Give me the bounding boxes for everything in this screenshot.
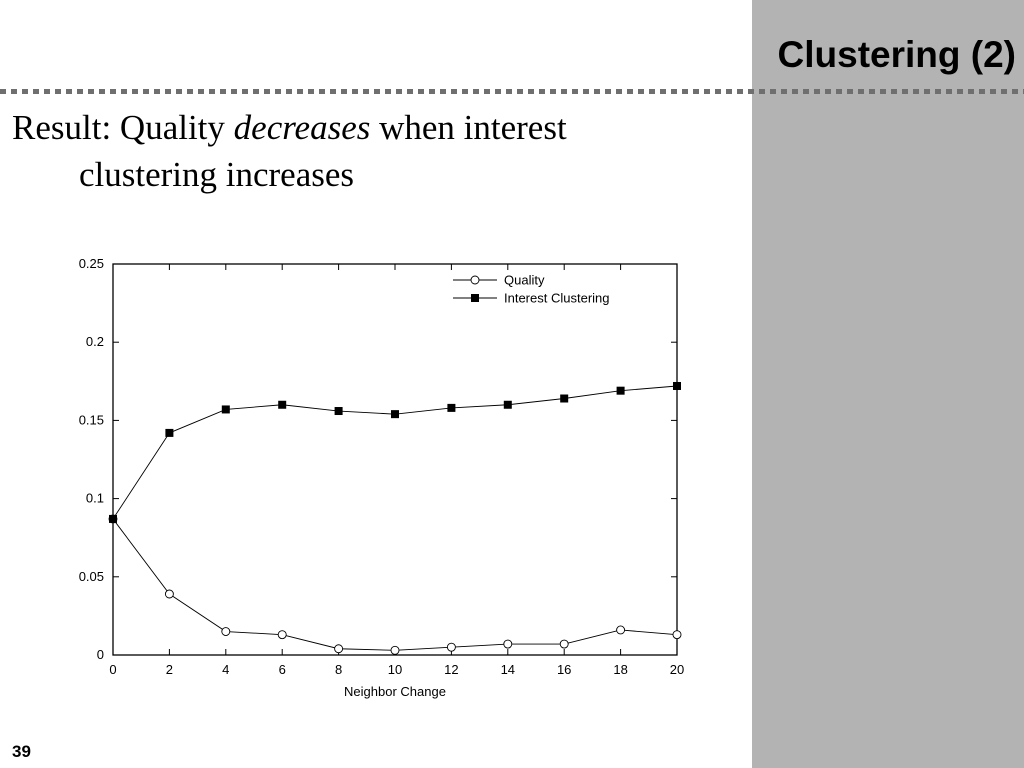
y-tick-label: 0.2 <box>86 334 104 349</box>
x-axis-label: Neighbor Change <box>344 684 446 699</box>
legend-label-quality: Quality <box>504 273 545 288</box>
side-panel <box>752 0 1024 768</box>
y-tick-label: 0.05 <box>79 569 104 584</box>
interest-clustering-point <box>616 386 625 395</box>
interest-clustering-point <box>221 405 230 414</box>
y-tick-label: 0.15 <box>79 412 104 427</box>
y-tick-label: 0.1 <box>86 491 104 506</box>
x-tick-label: 20 <box>670 662 684 677</box>
quality-point <box>390 645 400 655</box>
interest-clustering-point <box>334 407 343 416</box>
interest-clustering-point <box>165 428 174 437</box>
quality-point <box>503 639 513 649</box>
quality-point <box>334 644 344 654</box>
x-tick-label: 4 <box>222 662 229 677</box>
series-line-interest-clustering <box>112 385 678 520</box>
interest-clustering-point <box>278 400 287 409</box>
x-tick-label: 6 <box>279 662 286 677</box>
x-tick-label: 8 <box>335 662 342 677</box>
quality-point <box>672 630 682 640</box>
slide-title: Clustering (2) <box>777 34 1016 75</box>
x-tick-label: 0 <box>109 662 116 677</box>
x-tick-label: 12 <box>444 662 458 677</box>
plot-area-border <box>112 263 678 656</box>
quality-point <box>221 627 231 636</box>
interest-clustering-point <box>391 410 399 419</box>
bullet-line1-suffix: when interest <box>370 108 567 147</box>
bullet-line2: clustering increases <box>79 155 355 194</box>
quality-point <box>277 630 287 640</box>
y-tick-label: 0.25 <box>79 256 104 271</box>
series-line-quality <box>112 518 678 651</box>
x-tick-label: 10 <box>388 662 402 677</box>
interest-clustering-point <box>560 394 569 403</box>
x-tick-label: 14 <box>501 662 515 677</box>
legend-marker-interest-clustering <box>471 294 479 302</box>
bullet-prefix: Result: Quality <box>12 108 234 147</box>
quality-point <box>616 625 626 635</box>
interest-clustering-point <box>447 403 456 412</box>
quality-point <box>446 642 456 652</box>
bullet-text: Result: Quality decreases when interest … <box>12 104 712 198</box>
legend-marker-quality <box>470 275 480 285</box>
x-tick-label: 16 <box>557 662 571 677</box>
y-tick-label: 0 <box>97 647 104 662</box>
quality-point <box>164 589 174 599</box>
x-tick-label: 18 <box>613 662 627 677</box>
interest-clustering-point <box>503 400 512 409</box>
interest-clustering-point <box>673 381 681 390</box>
page-number: 39 <box>12 742 31 761</box>
bullet-emphasis: decreases <box>233 108 371 147</box>
legend-label-interest-clustering: Interest Clustering <box>504 291 610 306</box>
line-chart: 0 2 4 6 8 10 12 14 16 18 20 0 0.05 0.1 0.15 0.2 0.25 Qua… <box>79 256 685 699</box>
quality-point <box>559 639 569 649</box>
dotted-divider <box>0 89 1024 94</box>
interest-clustering-point <box>109 514 117 523</box>
x-tick-label: 2 <box>166 662 173 677</box>
